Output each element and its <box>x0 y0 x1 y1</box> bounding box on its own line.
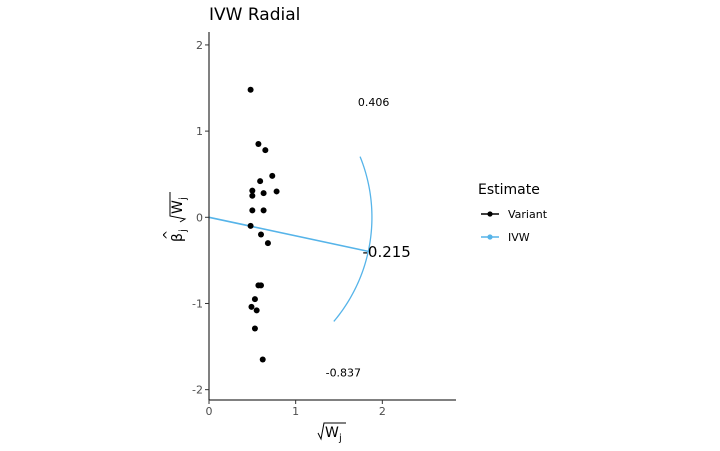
variant-point <box>248 303 255 310</box>
points-layer <box>247 86 280 363</box>
y-tick-label: -2 <box>192 384 203 397</box>
y-axis-label: β ^ j W j <box>161 192 189 242</box>
variant-point <box>255 141 262 148</box>
variant-point <box>258 282 264 289</box>
variant-point <box>247 222 254 229</box>
y-tick-label: 0 <box>196 211 203 224</box>
legend: Estimate Variant IVW <box>478 182 548 244</box>
y-axis-label-w-subscript: j <box>178 197 189 201</box>
y-axis-label-sqrt <box>169 192 187 223</box>
y-axis-label-w: W <box>170 200 186 214</box>
x-tick-label: 2 <box>379 405 386 418</box>
annotation-label: 0.406 <box>358 96 390 109</box>
y-tick-label: 1 <box>196 125 203 138</box>
ivw-line <box>208 216 369 253</box>
arc-layer <box>333 156 373 322</box>
variant-point <box>260 190 267 197</box>
variant-point <box>258 231 264 238</box>
variant-point <box>269 172 276 179</box>
variant-point <box>260 207 267 214</box>
y-tick-label: -1 <box>192 297 203 310</box>
variant-point <box>259 356 266 363</box>
chart-title: IVW Radial <box>209 5 300 25</box>
variant-point <box>257 178 264 185</box>
y-axis-label-subscript: j <box>178 229 189 233</box>
axes: 2 1 0 -1 -2 0 1 2 <box>192 32 456 418</box>
variant-point <box>247 86 254 93</box>
x-axis-label: W j <box>317 422 346 444</box>
ivw-line-layer <box>208 216 369 253</box>
plot-area: 0.406 -0.215 -0.837 <box>208 86 411 380</box>
y-ticks: 2 1 0 -1 -2 <box>192 39 209 397</box>
variant-point <box>249 192 256 199</box>
y-tick-label: 2 <box>196 39 203 52</box>
legend-item-label: IVW <box>508 231 530 244</box>
legend-key-point <box>487 234 493 240</box>
y-axis-label-hat: ^ <box>161 230 175 240</box>
variant-point <box>249 187 256 194</box>
ivw-arc <box>333 156 373 322</box>
annotation-label: -0.837 <box>326 367 361 380</box>
x-tick-label: 1 <box>292 405 299 418</box>
y-axis-label-beta: β <box>170 233 186 242</box>
x-ticks: 0 1 2 <box>206 400 386 418</box>
x-axis-label-sqrt <box>317 422 346 441</box>
variant-point <box>273 188 280 195</box>
variant-point <box>262 147 269 154</box>
variant-point <box>251 296 258 303</box>
variant-point <box>264 240 271 247</box>
variant-point <box>253 307 260 314</box>
x-tick-label: 0 <box>206 405 213 418</box>
legend-item-label: Variant <box>508 208 548 221</box>
annotation-label: -0.215 <box>362 243 410 261</box>
legend-items: Variant IVW <box>481 208 548 244</box>
variant-point <box>249 207 256 214</box>
legend-key-point <box>487 211 493 217</box>
legend-title: Estimate <box>478 182 540 198</box>
annotation-layer: 0.406 -0.215 -0.837 <box>326 96 411 380</box>
variant-point <box>251 325 258 332</box>
x-axis-label-w: W <box>325 425 339 441</box>
x-axis-label-subscript: j <box>338 433 342 444</box>
